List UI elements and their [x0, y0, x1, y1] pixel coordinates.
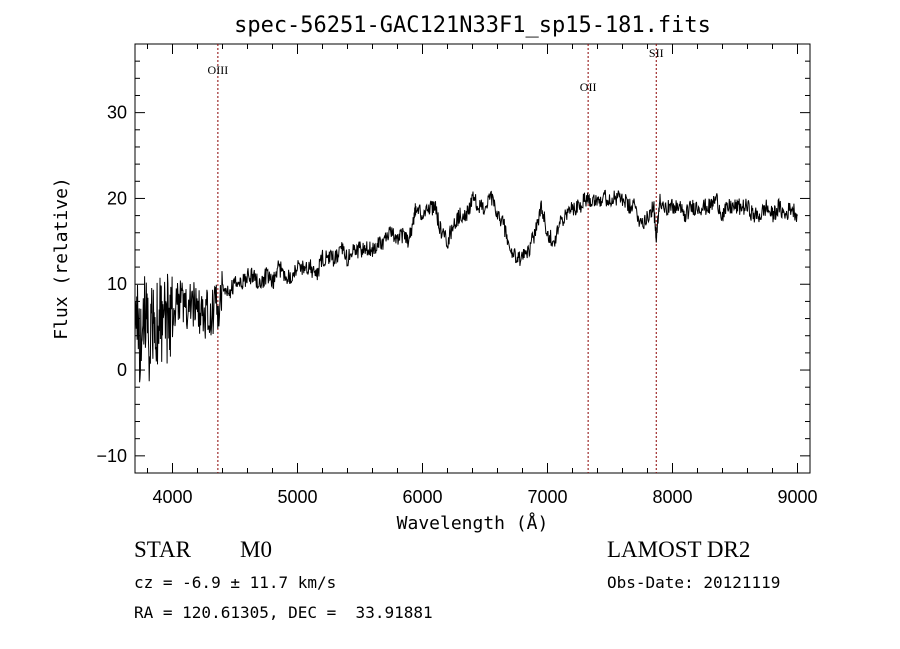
x-tick-label: 6000: [402, 487, 442, 507]
obs-date-text: Obs-Date: 20121119: [607, 573, 781, 592]
object-subclass: M0: [240, 537, 272, 562]
x-axis-label: Wavelength (Å): [397, 512, 549, 534]
line-label-sii: SII: [649, 46, 664, 60]
y-tick-label: 10: [107, 274, 127, 294]
y-tick-label: 20: [107, 188, 127, 208]
x-tick-label: 9000: [777, 487, 817, 507]
line-label-oiii: OIII: [208, 63, 229, 77]
y-axis-label: Flux (relative): [51, 177, 72, 340]
survey-name: LAMOST DR2: [607, 537, 751, 562]
x-tick-label: 4000: [152, 487, 192, 507]
y-tick-label: −10: [96, 446, 127, 466]
x-tick-label: 8000: [652, 487, 692, 507]
chart-title: spec-56251-GAC121N33F1_sp15-181.fits: [234, 13, 711, 38]
object-class: STAR: [134, 537, 191, 562]
y-tick-label: 30: [107, 103, 127, 123]
plot-frame: [134, 43, 811, 474]
line-label-oii: OII: [580, 80, 597, 94]
y-tick-label: 0: [117, 360, 127, 380]
spectrum-line: [134, 189, 798, 383]
x-tick-label: 7000: [527, 487, 567, 507]
coordinates-text: RA = 120.61305, DEC = 33.91881: [134, 603, 433, 622]
redshift-text: cz = -6.9 ± 11.7 km/s: [134, 573, 337, 592]
x-tick-label: 5000: [277, 487, 317, 507]
